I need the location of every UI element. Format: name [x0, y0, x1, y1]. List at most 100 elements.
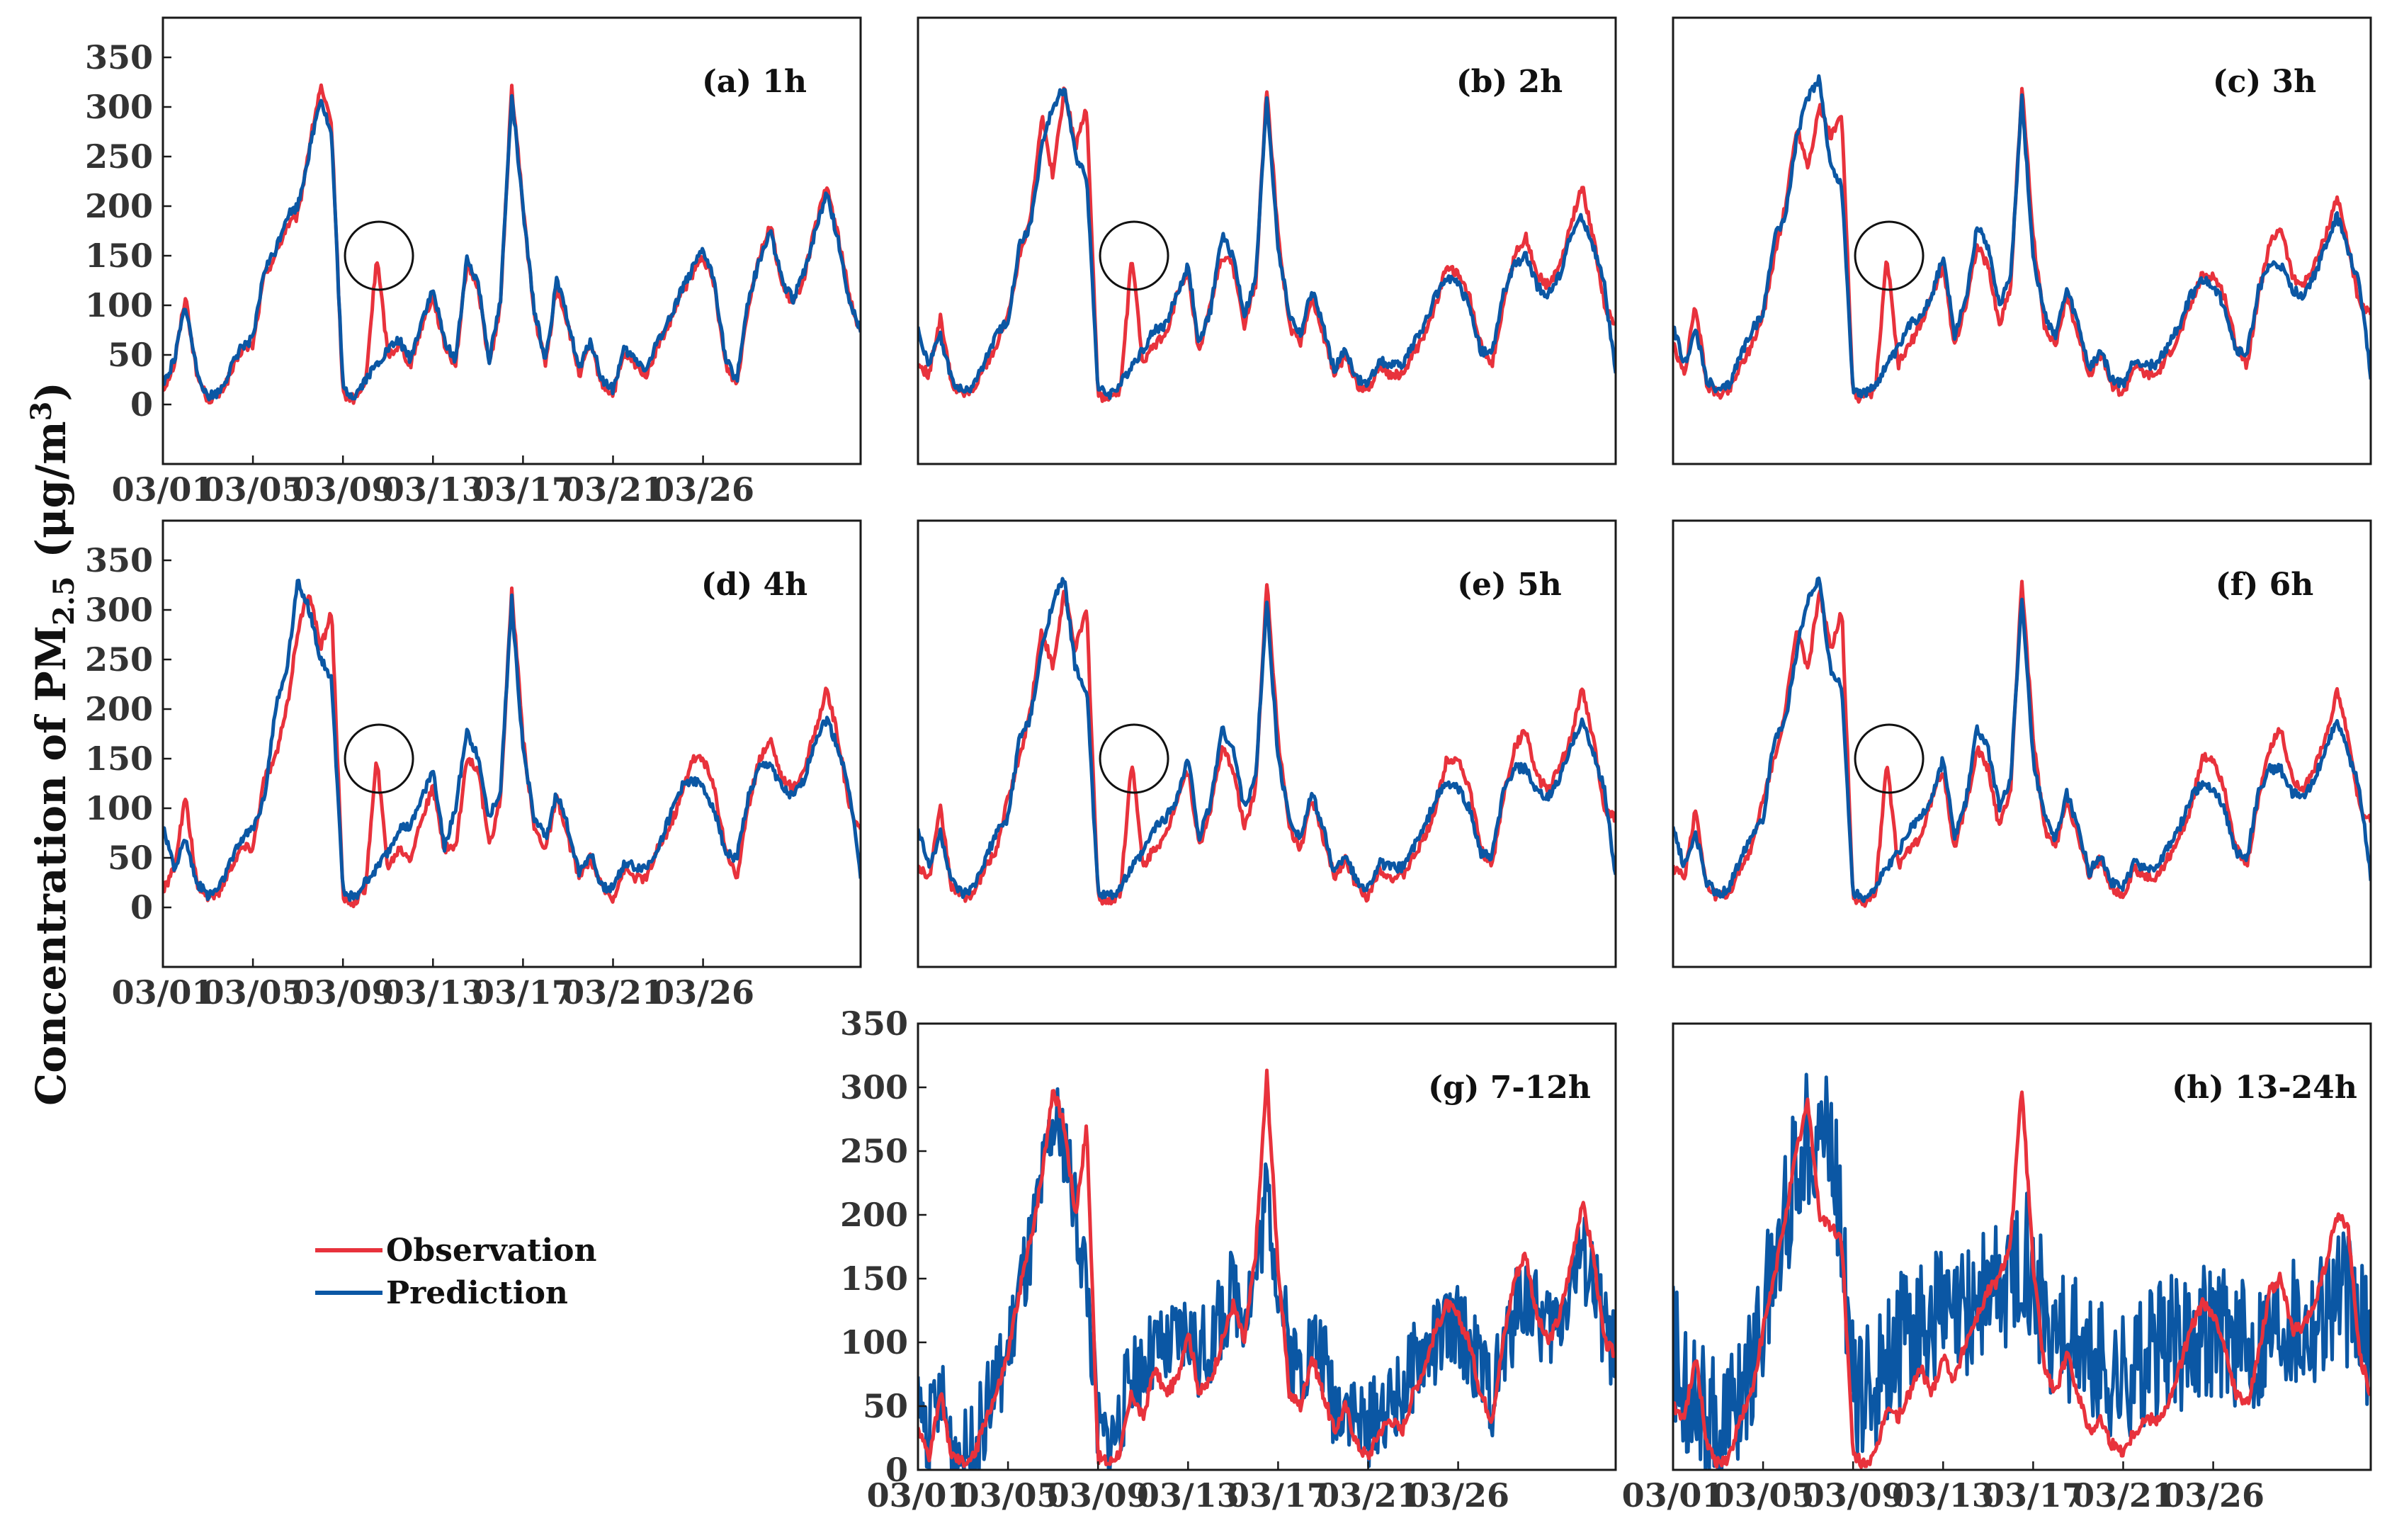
xtick-label: 03/21: [1317, 1476, 1419, 1514]
panel-a: 05010015020025030035003/0103/0503/0903/1…: [85, 16, 862, 509]
panel-frame-a: [161, 16, 862, 465]
plot-area-e: [918, 577, 1616, 906]
panel-title-b: (b) 2h: [1456, 64, 1563, 100]
plot-area-g: [918, 1068, 1616, 1470]
ytick-label: 150: [840, 1259, 908, 1298]
xtick-label: 03/13: [1892, 1476, 1995, 1514]
panel-title-a: (a) 1h: [702, 64, 807, 100]
svg-text:Concentration of PM2.5(μg/m3): Concentration of PM2.5 (μg/m3): [25, 382, 81, 1106]
xtick-label: 03/13: [382, 470, 484, 509]
xtick-label: 03/09: [1047, 1476, 1150, 1514]
panel-b: (b) 2h: [917, 16, 1617, 465]
panel-frame-h: [1672, 1022, 2372, 1471]
ytick-label: 300: [85, 591, 153, 629]
series-observation-h: [1673, 1090, 2371, 1469]
ytick-label: 350: [85, 541, 153, 579]
plot-area-a: [163, 83, 861, 405]
panel-frame-c: [1672, 16, 2372, 465]
xtick-label: 03/17: [472, 973, 574, 1012]
xtick-label: 03/26: [1407, 1476, 1509, 1514]
ytick-label: 250: [85, 137, 153, 176]
xtick-label: 03/01: [1622, 1476, 1725, 1514]
xtick-label: 03/26: [652, 470, 754, 509]
highlight-circle-e: [1099, 723, 1169, 794]
plot-area-c: [1673, 74, 2371, 404]
ytick-label: 300: [840, 1068, 908, 1106]
xtick-label: 03/05: [202, 470, 305, 509]
xtick-label: 03/17: [472, 470, 574, 509]
ytick-label: 50: [108, 336, 153, 374]
ytick-label: 100: [85, 286, 153, 324]
legend-observation-label: Observation: [386, 1233, 597, 1269]
highlight-circle-c: [1854, 220, 1925, 291]
ylabel-sub: 2.5: [47, 576, 81, 625]
panel-frame-d: [161, 519, 862, 968]
plot-area-f: [1673, 576, 2371, 908]
panel-frame-e: [917, 519, 1617, 968]
ytick-label: 200: [840, 1196, 908, 1234]
panel-frame-b: [917, 16, 1617, 465]
xtick-label: 03/21: [2072, 1476, 2175, 1514]
ytick-label: 250: [840, 1132, 908, 1170]
panel-f: (f) 6h: [1672, 519, 2372, 968]
ytick-label: 350: [85, 38, 153, 77]
ytick-label: 200: [85, 690, 153, 728]
xtick-label: 03/13: [1137, 1476, 1240, 1514]
series-prediction-b: [918, 87, 1616, 400]
panel-title-e: (e) 5h: [1457, 567, 1562, 603]
ytick-label: 250: [85, 640, 153, 679]
series-prediction-d: [163, 578, 861, 902]
series-observation-c: [1673, 86, 2371, 404]
y-axis-label: Concentration of PM2.5 (μg/m3): [25, 382, 81, 1106]
panel-g: 0 50 100 150 200 250 300 350 03/0103/0503/0903/1…: [840, 1004, 1617, 1514]
xtick-label: 03/05: [202, 973, 305, 1012]
xtick-label: 03/26: [652, 973, 754, 1012]
xtick-label: 03/21: [562, 973, 664, 1012]
series-prediction-a: [163, 94, 861, 402]
panel-title-g: (g) 7-12h: [1428, 1070, 1591, 1106]
ytick-label: 50: [863, 1387, 908, 1425]
ylabel-close: ): [27, 382, 75, 401]
series-prediction-e: [918, 577, 1616, 900]
xtick-label: 03/17: [1982, 1476, 2085, 1514]
plot-area-d: [163, 578, 861, 909]
ytick-label: 200: [85, 187, 153, 225]
highlight-circle-a: [344, 220, 414, 291]
xtick-label: 03/09: [292, 470, 395, 509]
plot-area-h: [1673, 1072, 2371, 1470]
xtick-label: 03/09: [1802, 1476, 1905, 1514]
xtick-label: 03/01: [112, 470, 215, 509]
series-prediction-h: [1673, 1072, 2371, 1470]
series-observation-b: [918, 86, 1616, 403]
panels: 05010015020025030035003/0103/0503/0903/1…: [85, 16, 2372, 1514]
ytick-label: 100: [840, 1323, 908, 1361]
xtick-label: 03/09: [292, 973, 395, 1012]
highlight-circle-d: [344, 723, 414, 794]
panel-frame-f: [1672, 519, 2372, 968]
series-prediction-c: [1673, 74, 2371, 399]
series-observation-g: [918, 1068, 1616, 1468]
xtick-label: 03/05: [957, 1476, 1060, 1514]
ytick-label: 0: [130, 888, 153, 927]
xtick-label: 03/05: [1712, 1476, 1815, 1514]
panel-title-c: (c) 3h: [2213, 64, 2316, 100]
ytick-label: 0: [885, 1451, 908, 1489]
ylabel-prefix: Concentration of PM: [27, 625, 75, 1106]
xtick-label: 03/01: [112, 973, 215, 1012]
panel-d: 05010015020025030035003/0103/0503/0903/1…: [85, 519, 862, 1012]
highlight-circle-b: [1099, 220, 1169, 291]
ytick-label: 150: [85, 740, 153, 778]
plot-area-b: [918, 86, 1616, 403]
ytick-label: 150: [85, 237, 153, 275]
ytick-label: 50: [108, 839, 153, 877]
ylabel-sup: 3: [25, 402, 58, 421]
series-observation-f: [1673, 579, 2371, 908]
ylabel-unit: (μg/m: [27, 421, 75, 557]
ytick-label: 350: [840, 1004, 908, 1043]
series-observation-e: [918, 583, 1616, 906]
xtick-label: 03/21: [562, 470, 664, 509]
xtick-label: 03/01: [867, 1476, 970, 1514]
legend-prediction-label: Prediction: [386, 1275, 568, 1311]
